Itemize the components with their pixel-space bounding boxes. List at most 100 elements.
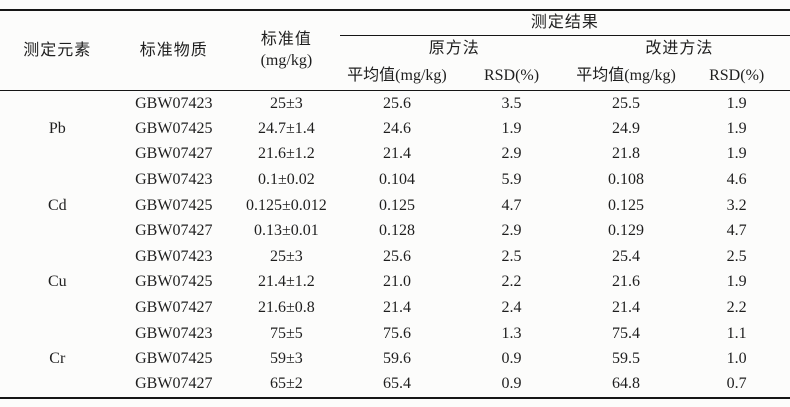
cell-improved-rsd: 1.9 [726,145,747,163]
header-row-group: 测定元素 标准物质 标准值 (mg/kg) 测定结果 [0,10,790,91]
cell-material: GBW07427 [135,299,213,317]
cell-material: GBW07425 [135,273,213,291]
table-row: Cr GBW07423 75±5 75.6 1.3 75.4 1.1 [0,321,790,367]
header-row-methods: 原方法 改进方法 [0,36,790,62]
cell-standard-value: 0.13±0.01 [253,222,319,240]
cell-standard-value: 25±3 [269,94,303,112]
cell-original-mean: 24.6 [382,119,411,137]
cell-improved-rsd: 1.0 [726,350,747,368]
cell-material: GBW07427 [135,375,213,393]
cell-material: GBW07425 [135,350,213,368]
cell-original-rsd: 0.9 [501,375,522,393]
header-mean-original: 平均值(mg/kg) [339,61,455,91]
table-row: GBW07425 0.125±0.012 0.125 4.7 0.125 3.2 [0,193,790,219]
cell-improved-mean: 21.8 [612,145,641,163]
cell-improved-rsd: 1.1 [726,324,747,342]
cell-improved-rsd: 2.5 [726,247,747,265]
header-rsd-improved: RSD(%) [683,61,790,91]
table-header: 测定元素 标准物质 标准值 (mg/kg) 测定结果 原方法 改进方法 平均值(… [0,10,790,91]
cell-standard-value: 21.6±0.8 [257,299,315,317]
cell-original-rsd: 2.5 [501,247,522,265]
table-body: Pb GBW07423 25±3 25.6 3.5 25.5 1.9 GBW07… [0,91,790,398]
cell-original-mean: 75.6 [382,324,411,342]
table-row: GBW07427 21.6±1.2 21.4 2.9 21.8 1.9 [0,142,790,168]
cell-improved-mean: 0.129 [608,222,645,240]
cell-original-mean: 21.4 [382,299,411,317]
cell-original-mean: 65.4 [382,375,411,393]
cell-material: GBW07425 [135,119,213,137]
cell-standard-value: 21.4±1.2 [257,273,315,291]
cell-improved-rsd: 1.9 [726,273,747,291]
cell-standard-value: 0.1±0.02 [257,171,315,189]
header-method-original: 原方法 [428,39,480,57]
cell-element: Pb [48,120,66,138]
header-element: 测定元素 [0,10,115,91]
header-standard-value: 标准值 (mg/kg) [233,10,340,91]
cell-original-rsd: 2.2 [501,273,522,291]
cell-improved-mean: 21.6 [612,273,641,291]
header-standard-value-line2: (mg/kg) [260,51,313,69]
cell-original-mean: 0.128 [378,222,415,240]
table-row: GBW07425 24.7±1.4 24.6 1.9 24.9 1.9 [0,116,790,142]
cell-improved-mean: 24.9 [612,119,641,137]
cell-improved-mean: 64.8 [612,375,641,393]
header-row-sub: 平均值(mg/kg) RSD(%) 平均值(mg/kg) RSD(%) [0,61,790,91]
cell-improved-mean: 75.4 [612,324,641,342]
cell-standard-value: 21.6±1.2 [257,145,315,163]
cell-improved-mean: 0.108 [608,171,645,189]
cell-standard-value: 24.7±1.4 [257,119,315,137]
cell-original-rsd: 4.7 [501,196,522,214]
table-row: GBW07425 21.4±1.2 21.0 2.2 21.6 1.9 [0,270,790,296]
cell-material: GBW07423 [135,247,213,265]
cell-original-mean: 0.104 [378,171,415,189]
cell-improved-rsd: 4.7 [726,222,747,240]
cell-original-rsd: 2.9 [501,145,522,163]
header-results-group: 测定结果 [339,10,790,36]
cell-material: GBW07425 [135,196,213,214]
cell-original-rsd: 2.9 [501,222,522,240]
cell-element: Cu [47,273,67,291]
cell-material: GBW07423 [135,324,213,342]
table-row: GBW07427 65±2 65.4 0.9 64.8 0.7 [0,372,790,398]
cell-improved-rsd: 3.2 [726,196,747,214]
header-rsd-original: RSD(%) [454,61,569,91]
cell-original-rsd: 2.4 [501,299,522,317]
header-standard-value-line1: 标准值 [260,30,312,48]
cell-material: GBW07427 [135,222,213,240]
cell-element: Cd [47,196,67,214]
cell-improved-rsd: 4.6 [726,171,747,189]
cell-improved-rsd: 1.9 [726,94,747,112]
table-row: Cd GBW07423 0.1±0.02 0.104 5.9 0.108 4.6 [0,167,790,214]
cell-material: GBW07427 [135,145,213,163]
measurement-results-table: 测定元素 标准物质 标准值 (mg/kg) 测定结果 原方法 改进方法 平均值(… [0,9,790,399]
cell-standard-value: 75±5 [269,324,303,342]
header-method-improved: 改进方法 [645,39,714,57]
cell-improved-mean: 25.4 [612,247,641,265]
cell-standard-value: 59±3 [269,350,303,368]
cell-original-mean: 21.4 [382,145,411,163]
table-row: Cu GBW07423 25±3 25.6 2.5 25.4 2.5 [0,244,790,291]
cell-original-rsd: 1.3 [501,324,522,342]
cell-improved-rsd: 2.2 [726,299,747,317]
table-row: GBW07425 59±3 59.6 0.9 59.5 1.0 [0,346,790,372]
cell-original-mean: 0.125 [378,196,415,214]
cell-original-mean: 59.6 [382,350,411,368]
table-row: GBW07427 21.6±0.8 21.4 2.4 21.4 2.2 [0,295,790,321]
header-mean-improved: 平均值(mg/kg) [568,61,684,91]
cell-original-mean: 21.0 [382,273,411,291]
cell-improved-mean: 21.4 [612,299,641,317]
cell-improved-mean: 59.5 [612,350,641,368]
cell-original-mean: 25.6 [382,247,411,265]
cell-original-rsd: 3.5 [501,94,522,112]
cell-standard-value: 65±2 [269,375,303,393]
cell-improved-mean: 25.5 [612,94,641,112]
cell-improved-rsd: 1.9 [726,119,747,137]
cell-material: GBW07423 [135,171,213,189]
cell-element: Cr [49,349,66,367]
table-row: GBW07427 0.13±0.01 0.128 2.9 0.129 4.7 [0,218,790,244]
cell-standard-value: 25±3 [269,247,303,265]
table-row: Pb GBW07423 25±3 25.6 3.5 25.5 1.9 [0,91,790,138]
cell-standard-value: 0.125±0.012 [245,196,327,214]
header-material: 标准物质 [114,10,234,91]
